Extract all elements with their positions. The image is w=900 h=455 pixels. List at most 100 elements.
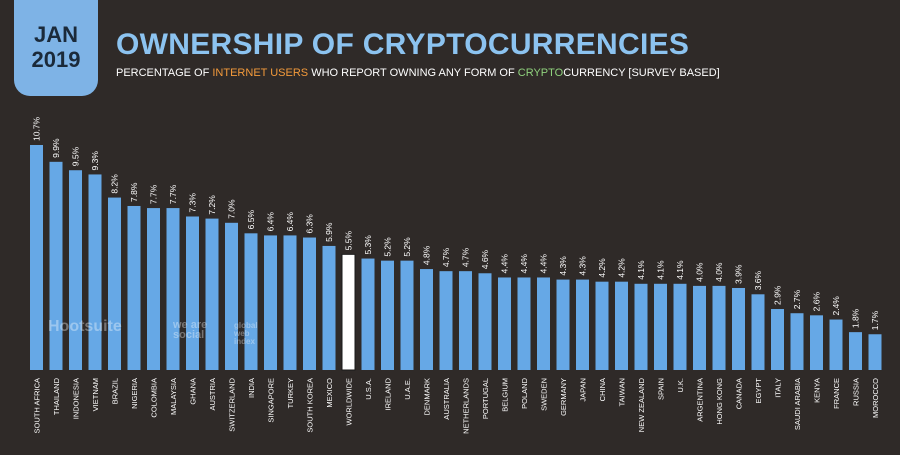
value-label: 4.4%: [539, 254, 549, 274]
chart-subtitle: PERCENTAGE OF INTERNET USERS WHO REPORT …: [116, 67, 720, 79]
bar-hong-kong: [712, 285, 726, 370]
category-label: MOROCCO: [871, 378, 880, 418]
bar-singapore: [264, 235, 277, 370]
bar-poland: [517, 277, 531, 370]
category-label: TURKEY: [286, 378, 295, 408]
category-label: JAPAN: [579, 378, 588, 402]
value-label: 2.6%: [812, 292, 822, 312]
bar-new-zealand: [634, 283, 648, 370]
date-month: JAN: [33, 22, 78, 47]
category-label: KENYA: [813, 378, 822, 403]
category-label: GERMANY: [559, 378, 568, 416]
category-label: SWEDEN: [540, 378, 549, 411]
value-label: 4.7%: [441, 247, 451, 267]
category-label: BELGIUM: [501, 378, 510, 412]
bar-egypt: [751, 294, 765, 370]
category-label: DENMARK: [423, 378, 432, 416]
bar-brazil: [108, 197, 121, 370]
date-badge: JAN 2019: [14, 0, 98, 96]
category-label: SAUDI ARABIA: [793, 378, 802, 430]
category-label: NIGERIA: [130, 378, 139, 409]
value-label: 4.7%: [461, 247, 471, 267]
category-label: GHANA: [189, 378, 198, 405]
value-label: 6.5%: [246, 210, 256, 230]
category-label: HONG KONG: [715, 378, 724, 425]
subtitle-part-5: CURRENCY [SURVEY BASED]: [563, 67, 720, 79]
category-label: INDIA: [247, 378, 256, 398]
category-label: CANADA: [735, 378, 744, 409]
bar-france: [829, 319, 843, 370]
bar-canada: [732, 287, 745, 370]
value-label: 7.7%: [168, 184, 178, 204]
chart-title: OWNERSHIP OF CRYPTOCURRENCIES: [116, 28, 690, 61]
value-label: 8.2%: [110, 174, 120, 194]
bar-spain: [654, 283, 667, 370]
bar-china: [595, 281, 609, 370]
category-label: INDONESIA: [72, 378, 81, 419]
value-label: 3.6%: [753, 270, 763, 290]
value-label: 9.5%: [71, 146, 81, 166]
bar-ireland: [381, 260, 394, 370]
bar-vietnam: [88, 174, 102, 370]
category-label: NEW ZEALAND: [637, 377, 646, 432]
value-label: 4.0%: [695, 262, 705, 282]
value-label: 5.2%: [402, 237, 412, 257]
value-label: 4.3%: [578, 256, 588, 276]
category-label: TAIWAN: [618, 378, 627, 406]
bar-indonesia: [69, 170, 82, 370]
bar-turkey: [283, 235, 297, 370]
category-label: AUSTRALIA: [442, 378, 451, 420]
value-label: 6.3%: [305, 214, 315, 234]
value-label: 6.4%: [285, 212, 295, 232]
category-label: PORTUGAL: [481, 378, 490, 419]
bar-u-s-a: [361, 258, 375, 370]
value-label: 7.0%: [227, 199, 237, 219]
value-label: 4.4%: [500, 254, 510, 274]
subtitle-part-3: WHO REPORT OWNING ANY FORM OF: [308, 67, 518, 79]
value-label: 3.9%: [734, 264, 744, 284]
bar-germany: [556, 279, 570, 370]
subtitle-highlight-internet-users: INTERNET USERS: [212, 67, 309, 79]
bar-russia: [849, 332, 862, 370]
value-label: 4.6%: [480, 249, 490, 269]
bar-taiwan: [615, 281, 628, 370]
bar-malaysia: [166, 208, 180, 370]
value-label: 4.4%: [519, 254, 529, 274]
value-label: 4.1%: [636, 260, 646, 280]
bar-colombia: [147, 208, 160, 370]
bar-south-africa: [30, 145, 43, 370]
category-label: SINGAPORE: [267, 378, 276, 423]
category-label: MEXICO: [325, 378, 334, 408]
bar-saudi-arabia: [790, 313, 804, 370]
bar-worldwide: [341, 253, 356, 371]
bar-u-a-e: [400, 260, 414, 370]
value-label: 2.7%: [792, 289, 802, 309]
hootsuite-watermark: Hootsuite: [48, 318, 122, 335]
bar-denmark: [420, 269, 433, 370]
value-label: 4.3%: [558, 256, 568, 276]
bar-india: [244, 233, 258, 370]
wearesocial-watermark: we are social: [173, 319, 208, 341]
bar-australia: [439, 271, 453, 370]
category-label: CHINA: [598, 378, 607, 401]
value-label: 4.1%: [675, 260, 685, 280]
category-label: MALAYSIA: [169, 378, 178, 415]
value-label: 4.8%: [422, 245, 432, 265]
category-label: EGYPT: [754, 378, 763, 404]
value-label: 9.9%: [51, 138, 61, 158]
category-label: SPAIN: [657, 378, 666, 400]
bar-netherlands: [459, 271, 472, 370]
bar-u-k: [673, 283, 687, 370]
value-label: 1.7%: [870, 310, 880, 330]
bar-morocco: [868, 334, 882, 370]
bar-austria: [205, 218, 219, 370]
value-label: 6.4%: [266, 212, 276, 232]
bar-portugal: [478, 273, 492, 370]
bar-belgium: [498, 277, 511, 370]
bar-sweden: [537, 277, 550, 370]
bar-ghana: [186, 216, 199, 370]
category-label: U.K.: [676, 378, 685, 393]
category-label: RUSSIA: [852, 378, 861, 406]
value-label: 7.2%: [207, 195, 217, 215]
